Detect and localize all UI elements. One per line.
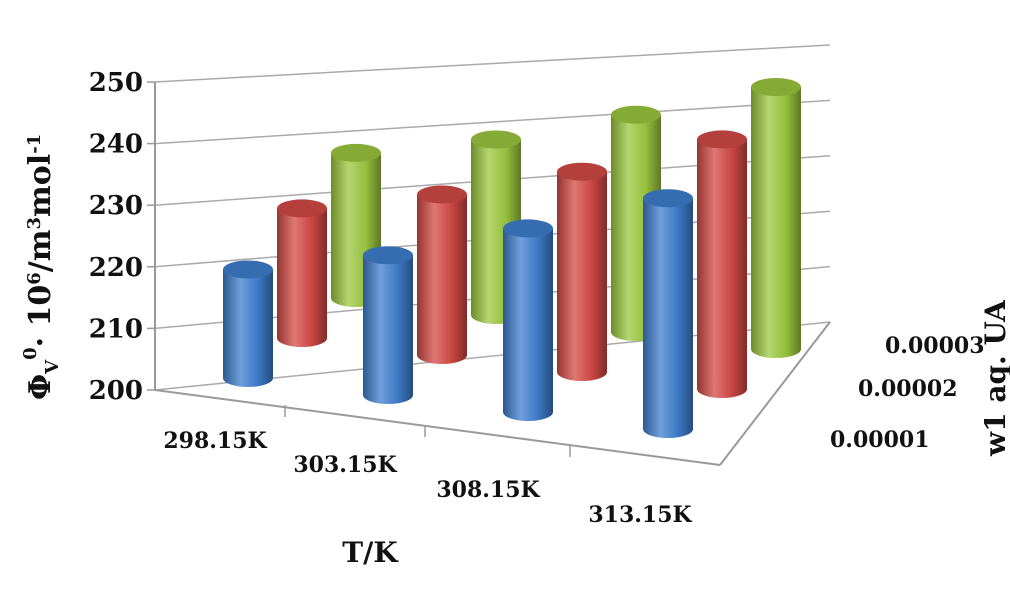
bar-0.00002-313.15K: [697, 130, 747, 398]
z-tick-label: 0.00001: [830, 427, 930, 453]
y-tick-label: 200: [89, 376, 143, 406]
y-tick-label: 220: [89, 253, 143, 283]
bar-top: [223, 260, 273, 279]
y-axis-title-part: -1: [24, 134, 45, 154]
bar-body: [223, 269, 273, 387]
y-axis-title-part: 6: [24, 272, 45, 285]
bar-top: [417, 185, 467, 204]
bar-0.00003-313.15K: [751, 78, 801, 358]
y-tick-label: 250: [89, 68, 143, 98]
bar-body: [277, 208, 327, 347]
bar-top: [503, 219, 553, 238]
bar-body: [751, 87, 801, 358]
y-tick-label: 210: [89, 314, 143, 344]
x-tick-label: 298.15K: [163, 428, 267, 454]
bar-body: [697, 139, 747, 398]
bar-body: [557, 171, 607, 381]
y-tick-label: 240: [89, 130, 143, 160]
z-axis-title: w1 aq. UA: [979, 300, 1010, 456]
y-tick-label: 230: [89, 191, 143, 221]
bar-top: [331, 143, 381, 162]
bar-top: [611, 105, 661, 124]
bar-top: [277, 199, 327, 218]
bar-0.00001-303.15K: [363, 246, 413, 404]
y-axis-title-part: V: [42, 359, 63, 375]
x-tick-label: 308.15K: [436, 477, 540, 503]
y-axis-title: ΦV0· 106/m3mol-1: [20, 134, 63, 400]
bar-top: [557, 162, 607, 181]
y-axis-title-part: Φ: [23, 374, 58, 400]
y-axis-title-part: 0: [20, 347, 41, 360]
y-axis-title-part: mol: [23, 154, 58, 217]
z-tick-label: 0.00002: [858, 376, 958, 402]
bar-top: [697, 130, 747, 149]
bar-0.00002-308.15K: [557, 162, 607, 381]
y-axis-title-part: /m: [23, 229, 58, 272]
y-axis-title-part: · 10: [23, 285, 58, 348]
x-axis-title: T/K: [342, 536, 399, 569]
z-axis-line: [719, 321, 831, 466]
bar-0.00001-308.15K: [503, 219, 553, 421]
bar-0.00002-298.15K: [277, 199, 327, 347]
bar-body: [503, 228, 553, 421]
z-tick-label: 0.00003: [885, 333, 985, 359]
bar-top: [643, 189, 693, 208]
gridline: [154, 99, 831, 145]
bar-body: [417, 194, 467, 364]
bar-top: [363, 246, 413, 265]
x-axis-line: [154, 389, 721, 466]
bar-0.00002-303.15K: [417, 185, 467, 364]
bar-top: [751, 78, 801, 97]
bar-0.00001-313.15K: [643, 189, 693, 438]
x-tick-label: 313.15K: [588, 502, 692, 528]
bar-body: [643, 198, 693, 438]
bar-top: [471, 130, 521, 149]
x-tick-label: 303.15K: [293, 452, 397, 478]
bar-0.00001-298.15K: [223, 260, 273, 387]
y-axis-title-part: 3: [24, 217, 45, 230]
gridline: [154, 44, 831, 83]
bar-body: [363, 255, 413, 404]
